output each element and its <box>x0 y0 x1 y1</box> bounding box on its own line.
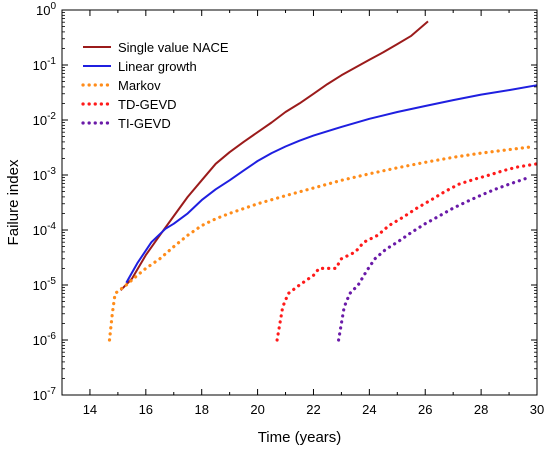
x-tick-label: 16 <box>139 402 153 417</box>
legend-label: TI-GEVD <box>118 116 171 131</box>
legend-label: Markov <box>118 78 161 93</box>
y-tick-label: 10-3 <box>33 166 57 183</box>
y-tick-label: 100 <box>36 1 56 18</box>
legend: Single value NACE Linear growth Markov TD-G… <box>81 40 229 131</box>
ticks-layer <box>61 9 538 396</box>
series-line-4 <box>337 175 531 342</box>
y-tick-label: 10-7 <box>33 386 57 403</box>
series-line-0 <box>119 20 429 291</box>
series-line-3 <box>275 162 539 342</box>
x-tick-label: 28 <box>474 402 488 417</box>
legend-label: TD-GEVD <box>118 97 177 112</box>
plot-frame <box>61 9 538 396</box>
x-tick-label: 18 <box>194 402 208 417</box>
series-layer <box>107 20 539 342</box>
series-line-2 <box>107 145 531 342</box>
x-tick-label: 24 <box>362 402 376 417</box>
tick-labels-layer: 14 16 18 20 22 24 26 28 30 10-7 10-6 10-5 10-4 10-3 10… <box>33 1 545 417</box>
series-line-1 <box>125 84 538 284</box>
legend-label: Single value NACE <box>118 40 229 55</box>
x-tick-label: 20 <box>250 402 264 417</box>
x-tick-label: 30 <box>530 402 544 417</box>
y-tick-label: 10-6 <box>33 331 57 348</box>
x-tick-label: 14 <box>83 402 97 417</box>
y-tick-label: 10-2 <box>33 111 57 128</box>
x-tick-label: 22 <box>306 402 320 417</box>
legend-label: Linear growth <box>118 59 197 74</box>
y-tick-label: 10-1 <box>33 56 57 73</box>
x-axis-title: Time (years) <box>258 429 342 446</box>
y-tick-label: 10-5 <box>33 276 57 293</box>
y-tick-label: 10-4 <box>33 221 57 238</box>
x-tick-label: 26 <box>418 402 432 417</box>
y-axis-title: Failure index <box>5 159 22 245</box>
